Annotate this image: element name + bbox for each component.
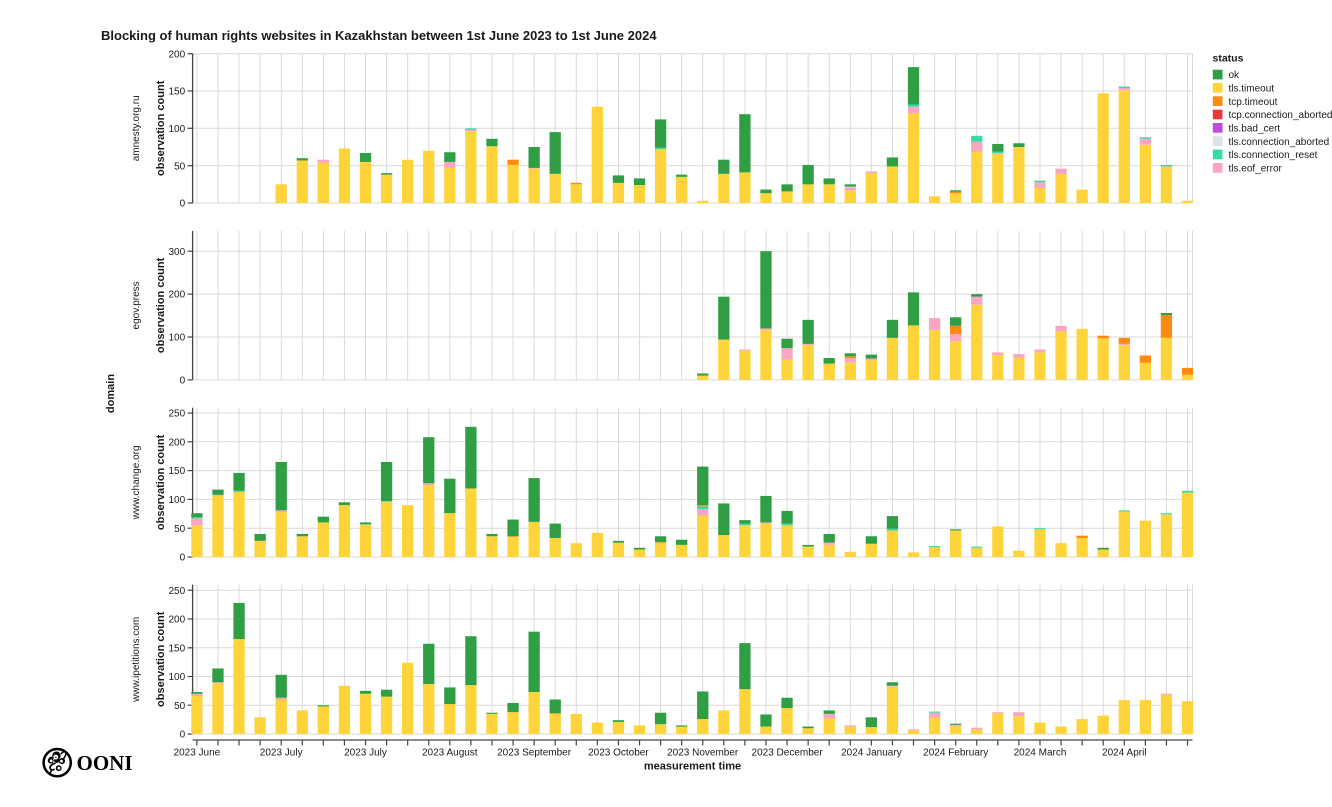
- svg-text:100: 100: [169, 672, 186, 683]
- svg-text:2024 January: 2024 January: [841, 748, 902, 759]
- svg-text:measurement time: measurement time: [644, 761, 741, 773]
- svg-text:2023 July: 2023 July: [344, 748, 387, 759]
- svg-text:2023 June: 2023 June: [174, 748, 221, 759]
- svg-text:tls.bad_cert: tls.bad_cert: [1229, 123, 1281, 134]
- svg-text:www.change.org: www.change.org: [131, 445, 142, 520]
- svg-text:0: 0: [180, 730, 186, 741]
- svg-text:0: 0: [180, 199, 186, 210]
- svg-text:200: 200: [169, 49, 186, 60]
- svg-text:tls.connection_reset: tls.connection_reset: [1229, 150, 1318, 161]
- svg-text:observation count: observation count: [155, 80, 167, 176]
- svg-text:150: 150: [169, 466, 186, 477]
- svg-text:300: 300: [169, 247, 186, 258]
- svg-text:observation count: observation count: [155, 434, 167, 530]
- svg-text:150: 150: [169, 643, 186, 654]
- svg-text:2023 November: 2023 November: [667, 748, 739, 759]
- svg-text:0: 0: [180, 553, 186, 564]
- svg-text:100: 100: [169, 495, 186, 506]
- svg-text:OONI: OONI: [77, 751, 133, 775]
- svg-text:50: 50: [174, 161, 186, 172]
- svg-text:2023 October: 2023 October: [588, 748, 649, 759]
- svg-text:2024 April: 2024 April: [1102, 748, 1146, 759]
- svg-text:tls.timeout: tls.timeout: [1229, 83, 1275, 94]
- svg-text:www.ipetitions.com: www.ipetitions.com: [131, 617, 142, 703]
- svg-text:tls.connection_aborted: tls.connection_aborted: [1229, 137, 1330, 148]
- svg-text:tcp.connection_aborted: tcp.connection_aborted: [1229, 110, 1332, 121]
- svg-text:2023 December: 2023 December: [752, 748, 824, 759]
- svg-text:2024 March: 2024 March: [1014, 748, 1067, 759]
- svg-text:50: 50: [174, 701, 186, 712]
- svg-text:50: 50: [174, 524, 186, 535]
- svg-text:2024 February: 2024 February: [923, 748, 988, 759]
- svg-text:200: 200: [169, 290, 186, 301]
- svg-text:0: 0: [180, 376, 186, 387]
- svg-text:tcp.timeout: tcp.timeout: [1229, 97, 1278, 108]
- svg-text:100: 100: [169, 124, 186, 135]
- svg-text:250: 250: [169, 586, 186, 597]
- svg-text:amnesty.org.ru: amnesty.org.ru: [131, 95, 142, 161]
- svg-text:observation count: observation count: [155, 257, 167, 353]
- svg-text:2023 September: 2023 September: [497, 748, 572, 759]
- svg-text:250: 250: [169, 409, 186, 420]
- svg-text:status: status: [1213, 53, 1244, 65]
- svg-text:egov.press: egov.press: [131, 281, 142, 329]
- svg-text:200: 200: [169, 437, 186, 448]
- svg-text:tls.eof_error: tls.eof_error: [1229, 163, 1283, 174]
- svg-text:2023 July: 2023 July: [260, 748, 303, 759]
- svg-text:2023 August: 2023 August: [422, 748, 478, 759]
- svg-text:100: 100: [169, 333, 186, 344]
- svg-text:Blocking of human rights websi: Blocking of human rights websites in Kaz…: [101, 28, 657, 43]
- svg-text:domain: domain: [105, 374, 117, 413]
- svg-text:observation count: observation count: [155, 611, 167, 707]
- svg-text:150: 150: [169, 87, 186, 98]
- svg-text:ok: ok: [1229, 70, 1241, 81]
- svg-text:200: 200: [169, 615, 186, 626]
